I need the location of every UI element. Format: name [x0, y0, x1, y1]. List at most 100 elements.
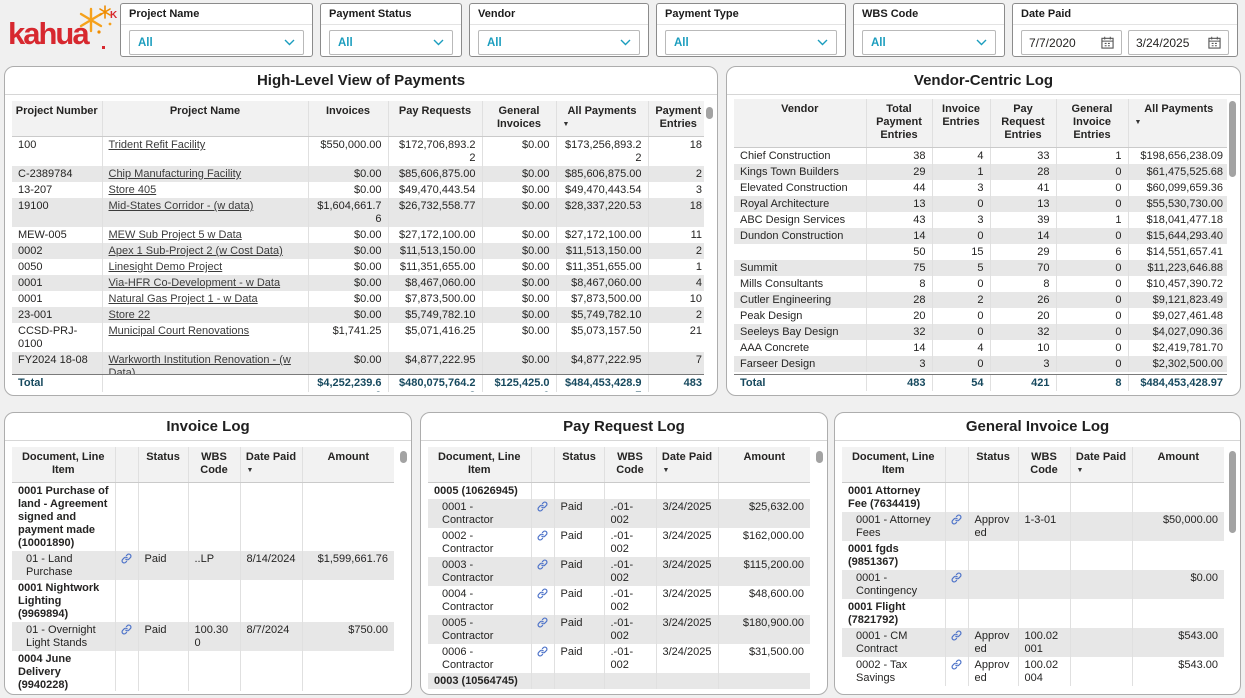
- cell: ABC Design Services: [734, 212, 866, 228]
- filter-payment-status: Payment Status All: [320, 3, 462, 57]
- date-start-input[interactable]: 7/7/2020: [1021, 30, 1122, 55]
- link-icon[interactable]: [945, 512, 968, 541]
- project-name-dropdown[interactable]: All: [129, 30, 304, 55]
- column-header[interactable]: Date Paid▼: [1070, 447, 1132, 483]
- link-icon[interactable]: [945, 628, 968, 657]
- project-link[interactable]: Warkworth Institution Renovation - (w Da…: [109, 354, 291, 375]
- wbs-code-dropdown[interactable]: All: [862, 30, 996, 55]
- link-icon[interactable]: [115, 622, 138, 651]
- scrollbar-thumb[interactable]: [1229, 451, 1236, 533]
- cell: $11,351,655.00: [388, 259, 482, 275]
- column-header[interactable]: Pay Request Entries: [990, 99, 1056, 148]
- column-header[interactable]: General Invoice Entries: [1056, 99, 1128, 148]
- scrollbar-thumb[interactable]: [816, 451, 823, 463]
- column-header[interactable]: Amount: [1132, 447, 1224, 483]
- column-header[interactable]: Invoices: [308, 101, 388, 137]
- column-header[interactable]: Project Name: [102, 101, 308, 137]
- sort-desc-icon: ▼: [1073, 464, 1130, 474]
- scrollbar-thumb[interactable]: [400, 451, 407, 463]
- total-cell: 421: [990, 375, 1056, 391]
- column-header[interactable]: Date Paid▼: [240, 447, 302, 483]
- project-link[interactable]: Via-HFR Co-Development - w Data: [109, 277, 281, 289]
- cell: [1070, 599, 1132, 628]
- project-link[interactable]: MEW Sub Project 5 w Data: [109, 229, 242, 241]
- project-link[interactable]: Chip Manufacturing Facility: [109, 168, 242, 180]
- project-link[interactable]: Trident Refit Facility: [109, 139, 206, 151]
- cell: Store 405: [102, 182, 308, 198]
- cell: $27,172,100.00: [388, 227, 482, 243]
- filter-project-name: Project Name All: [120, 3, 313, 57]
- column-header[interactable]: [115, 447, 138, 483]
- payment-type-dropdown[interactable]: All: [665, 30, 837, 55]
- column-header[interactable]: Document, Line Item: [842, 447, 945, 483]
- link-icon[interactable]: [945, 657, 968, 686]
- cell: 2: [648, 166, 704, 182]
- project-link[interactable]: Store 22: [109, 309, 151, 321]
- date-paid-cell: 3/24/2025: [656, 557, 718, 586]
- scrollbar-thumb[interactable]: [706, 107, 713, 119]
- cell: 14: [866, 228, 932, 244]
- line-item-label: 0002 - Tax Savings: [842, 657, 945, 686]
- link-icon[interactable]: [531, 586, 554, 615]
- table-row: Dundon Construction140140$15,644,293.40: [734, 228, 1227, 244]
- column-header[interactable]: All Payments▼: [556, 101, 648, 137]
- column-header[interactable]: Amount: [302, 447, 394, 483]
- project-link[interactable]: Mid-States Corridor - (w data): [109, 200, 254, 212]
- column-header[interactable]: Payment Entries: [648, 101, 704, 137]
- link-icon[interactable]: [531, 557, 554, 586]
- column-header[interactable]: WBS Code: [604, 447, 656, 483]
- column-header[interactable]: All Payments▼: [1128, 99, 1227, 148]
- cell: 28: [990, 164, 1056, 180]
- column-header[interactable]: Status: [554, 447, 604, 483]
- column-header[interactable]: [531, 447, 554, 483]
- cell: 8: [866, 276, 932, 292]
- column-header[interactable]: [945, 447, 968, 483]
- cell: [240, 483, 302, 552]
- calendar-icon[interactable]: [1101, 36, 1114, 49]
- column-header[interactable]: Amount: [718, 447, 810, 483]
- cell: Mills Consultants: [734, 276, 866, 292]
- link-icon[interactable]: [115, 551, 138, 580]
- column-header[interactable]: Invoice Entries: [932, 99, 990, 148]
- cell: 0: [1056, 356, 1128, 372]
- column-header[interactable]: WBS Code: [1018, 447, 1070, 483]
- calendar-icon[interactable]: [1208, 36, 1221, 49]
- link-icon[interactable]: [531, 499, 554, 528]
- column-header[interactable]: Status: [968, 447, 1018, 483]
- link-icon[interactable]: [531, 528, 554, 557]
- cell: [138, 483, 188, 552]
- payment-status-dropdown[interactable]: All: [329, 30, 453, 55]
- vendor-dropdown[interactable]: All: [478, 30, 640, 55]
- cell: 0: [1056, 292, 1128, 308]
- cell: 44: [866, 180, 932, 196]
- date-end-input[interactable]: 3/24/2025: [1128, 30, 1229, 55]
- column-header[interactable]: Document, Line Item: [428, 447, 531, 483]
- project-link[interactable]: Municipal Court Renovations: [109, 325, 250, 337]
- column-header[interactable]: Date Paid▼: [656, 447, 718, 483]
- column-header[interactable]: WBS Code: [188, 447, 240, 483]
- column-header[interactable]: Vendor: [734, 99, 866, 148]
- scrollbar-thumb[interactable]: [1229, 101, 1236, 177]
- link-icon[interactable]: [531, 644, 554, 673]
- project-link[interactable]: Store 405: [109, 184, 157, 196]
- link-icon[interactable]: [531, 615, 554, 644]
- column-header[interactable]: Project Number: [12, 101, 102, 137]
- link-icon[interactable]: [945, 570, 968, 599]
- cell: Linesight Demo Project: [102, 259, 308, 275]
- line-item-label: 01 - Land Purchase: [12, 551, 115, 580]
- project-link[interactable]: Linesight Demo Project: [109, 261, 223, 273]
- column-header[interactable]: Document, Line Item: [12, 447, 115, 483]
- project-link[interactable]: Apex 1 Sub-Project 2 (w Cost Data): [109, 245, 283, 257]
- project-link[interactable]: Natural Gas Project 1 - w Data: [109, 293, 258, 305]
- column-header[interactable]: General Invoices: [482, 101, 556, 137]
- total-cell: [102, 375, 308, 392]
- column-header[interactable]: Total Payment Entries: [866, 99, 932, 148]
- cell: 23-001: [12, 307, 102, 323]
- cell: [945, 483, 968, 513]
- column-header[interactable]: Pay Requests: [388, 101, 482, 137]
- column-header[interactable]: Status: [138, 447, 188, 483]
- cell: 0: [1056, 180, 1128, 196]
- filter-label: Vendor: [470, 7, 648, 25]
- cell: 0001: [12, 291, 102, 307]
- cell: $85,606,875.00: [556, 166, 648, 182]
